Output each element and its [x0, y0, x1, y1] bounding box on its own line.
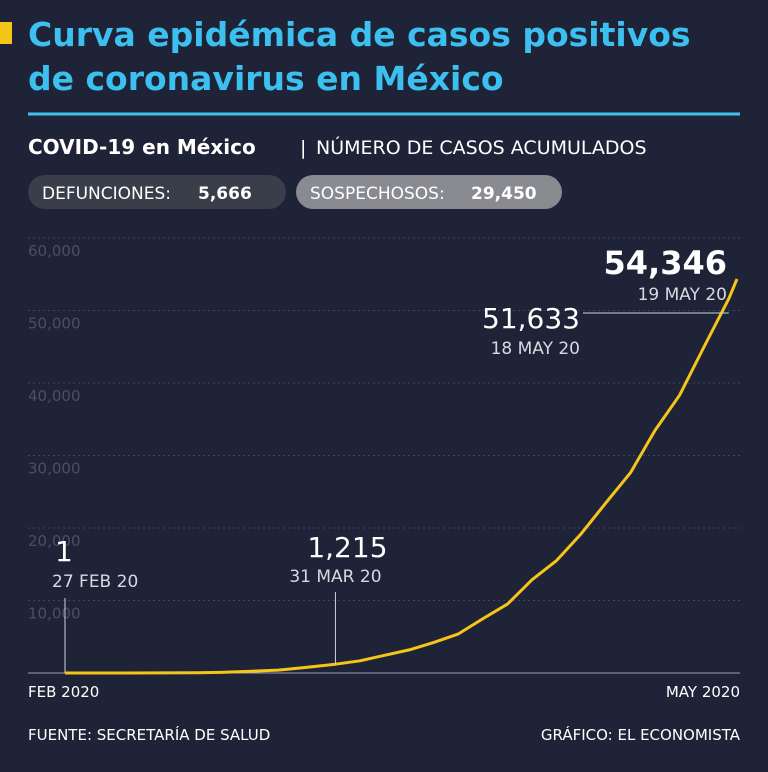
chart-title: Curva epidémica de casos positivos	[28, 15, 691, 54]
badge-value: 29,450	[471, 184, 537, 204]
badge-value: 5,666	[198, 184, 252, 204]
separator: |	[300, 137, 306, 159]
value-label: 51,633	[482, 302, 580, 335]
y-tick-label: 10,000	[28, 605, 81, 623]
y-tick-label: 20,000	[28, 532, 81, 550]
badge-label: SOSPECHOSOS:	[310, 184, 445, 204]
date-label: 31 MAR 20	[289, 567, 381, 587]
badge	[296, 175, 562, 209]
badge	[28, 175, 286, 209]
data-line	[65, 278, 739, 675]
value-label: 1,215	[307, 531, 387, 564]
x-tick-label: MAY 2020	[666, 683, 740, 701]
credit: GRÁFICO: EL ECONOMISTA	[541, 725, 741, 744]
y-tick-label: 30,000	[28, 460, 81, 478]
date-label: 19 MAY 20	[638, 285, 727, 305]
badge-label: DEFUNCIONES:	[42, 184, 171, 204]
x-tick-label: FEB 2020	[28, 683, 99, 701]
date-label: 18 MAY 20	[491, 339, 580, 359]
subtitle-note: NÚMERO DE CASOS ACUMULADOS	[316, 135, 647, 159]
y-tick-label: 60,000	[28, 242, 81, 260]
source: FUENTE: SECRETARÍA DE SALUD	[28, 725, 270, 744]
subtitle: COVID-19 en México	[28, 135, 256, 159]
y-tick-label: 40,000	[28, 387, 81, 405]
value-label: 1	[55, 535, 73, 568]
chart-title: de coronavirus en México	[28, 59, 504, 98]
value-label: 54,346	[604, 244, 727, 282]
date-label: 27 FEB 20	[52, 572, 138, 592]
y-tick-label: 50,000	[28, 315, 81, 333]
title-marker	[0, 22, 12, 44]
